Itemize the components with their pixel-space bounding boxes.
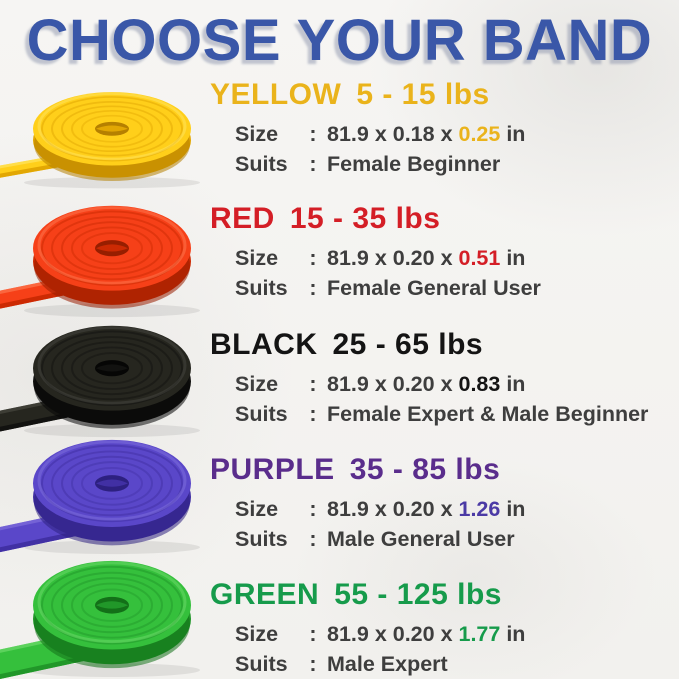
black-band-section: BLACK 25 - 65 lbs Size : 81.9 x 0.20 x 0.… <box>210 328 675 428</box>
colon-separator: : <box>309 372 317 396</box>
black-band-image <box>0 321 205 439</box>
suits-label: Suits <box>235 527 288 551</box>
size-row: Size : 81.9 x 0.20 x 0.83 in <box>235 370 675 398</box>
colon-separator: : <box>309 652 317 676</box>
size-row: Size : 81.9 x 0.20 x 1.26 in <box>235 495 675 523</box>
purple-band-section: PURPLE 35 - 85 lbs Size : 81.9 x 0.20 x 1… <box>210 453 675 553</box>
band-weight-range: 15 - 35 lbs <box>289 202 441 235</box>
suits-row: Suits : Female General User <box>235 274 675 302</box>
suits-label: Suits <box>235 402 288 426</box>
suits-value: Female Beginner <box>327 152 501 176</box>
size-value-highlight: 1.26 <box>458 497 501 521</box>
suits-value: Female General User <box>327 276 541 300</box>
band-name: YELLOW <box>210 78 342 111</box>
size-value-prefix: 81.9 x 0.20 x <box>327 372 459 396</box>
size-value-suffix: in <box>500 372 526 396</box>
band-name: RED <box>210 202 275 235</box>
band-name: BLACK <box>210 328 318 361</box>
colon-separator: : <box>309 122 317 146</box>
size-value-prefix: 81.9 x 0.20 x <box>327 622 459 646</box>
size-value-suffix: in <box>500 622 526 646</box>
size-label: Size <box>235 246 279 270</box>
band-weight-range: 55 - 125 lbs <box>334 578 502 611</box>
size-label: Size <box>235 622 279 646</box>
suits-label: Suits <box>235 652 288 676</box>
size-value-highlight: 0.83 <box>458 372 501 396</box>
size-value: 81.9 x 0.18 x 0.25 in <box>327 120 675 148</box>
suits-label: Suits <box>235 276 288 300</box>
red-band-section: RED 15 - 35 lbs Size : 81.9 x 0.20 x 0.51… <box>210 202 675 302</box>
size-value-highlight: 1.77 <box>458 622 501 646</box>
suits-row: Suits : Female Expert & Male Beginner <box>235 400 675 428</box>
black-band-heading: BLACK 25 - 65 lbs <box>210 328 675 362</box>
size-value-prefix: 81.9 x 0.20 x <box>327 246 459 270</box>
colon-separator: : <box>309 276 317 300</box>
green-band-heading: GREEN 55 - 125 lbs <box>210 578 675 612</box>
page-title: CHOOSE YOUR BAND <box>26 8 653 73</box>
size-value: 81.9 x 0.20 x 1.26 in <box>327 495 675 523</box>
band-name: PURPLE <box>210 453 335 486</box>
suits-row: Suits : Male Expert <box>235 650 675 678</box>
band-name: GREEN <box>210 578 320 611</box>
size-value-suffix: in <box>500 122 526 146</box>
size-value: 81.9 x 0.20 x 0.51 in <box>327 244 675 272</box>
yellow-band-section: YELLOW 5 - 15 lbs Size : 81.9 x 0.18 x 0.… <box>210 78 675 178</box>
band-weight-range: 35 - 85 lbs <box>349 453 501 486</box>
band-weight-range: 25 - 65 lbs <box>332 328 484 361</box>
suits-row: Suits : Male General User <box>235 525 675 553</box>
suits-label: Suits <box>235 152 288 176</box>
yellow-band-image <box>0 88 205 190</box>
colon-separator: : <box>309 497 317 521</box>
size-value: 81.9 x 0.20 x 1.77 in <box>327 620 675 648</box>
size-value-prefix: 81.9 x 0.20 x <box>327 497 459 521</box>
size-value-highlight: 0.25 <box>458 122 501 146</box>
size-value: 81.9 x 0.20 x 0.83 in <box>327 370 675 398</box>
colon-separator: : <box>309 246 317 270</box>
size-label: Size <box>235 497 279 521</box>
green-band-section: GREEN 55 - 125 lbs Size : 81.9 x 0.20 x 1… <box>210 578 675 678</box>
size-value-prefix: 81.9 x 0.18 x <box>327 122 459 146</box>
size-label: Size <box>235 372 279 396</box>
size-row: Size : 81.9 x 0.20 x 1.77 in <box>235 620 675 648</box>
suits-row: Suits : Female Beginner <box>235 150 675 178</box>
colon-separator: : <box>309 527 317 551</box>
red-band-image <box>0 201 205 319</box>
colon-separator: : <box>309 402 317 426</box>
colon-separator: : <box>309 622 317 646</box>
size-value-suffix: in <box>500 246 526 270</box>
size-label: Size <box>235 122 279 146</box>
band-weight-range: 5 - 15 lbs <box>356 78 490 111</box>
suits-value: Male General User <box>327 527 515 551</box>
purple-band-heading: PURPLE 35 - 85 lbs <box>210 453 675 487</box>
suits-value: Male Expert <box>327 652 448 676</box>
yellow-band-heading: YELLOW 5 - 15 lbs <box>210 78 675 112</box>
red-band-heading: RED 15 - 35 lbs <box>210 202 675 236</box>
suits-value: Female Expert & Male Beginner <box>327 402 649 426</box>
size-row: Size : 81.9 x 0.20 x 0.51 in <box>235 244 675 272</box>
size-value-suffix: in <box>500 497 526 521</box>
colon-separator: : <box>309 152 317 176</box>
size-row: Size : 81.9 x 0.18 x 0.25 in <box>235 120 675 148</box>
green-band-image <box>0 556 205 679</box>
purple-band-image <box>0 435 205 556</box>
size-value-highlight: 0.51 <box>458 246 501 270</box>
